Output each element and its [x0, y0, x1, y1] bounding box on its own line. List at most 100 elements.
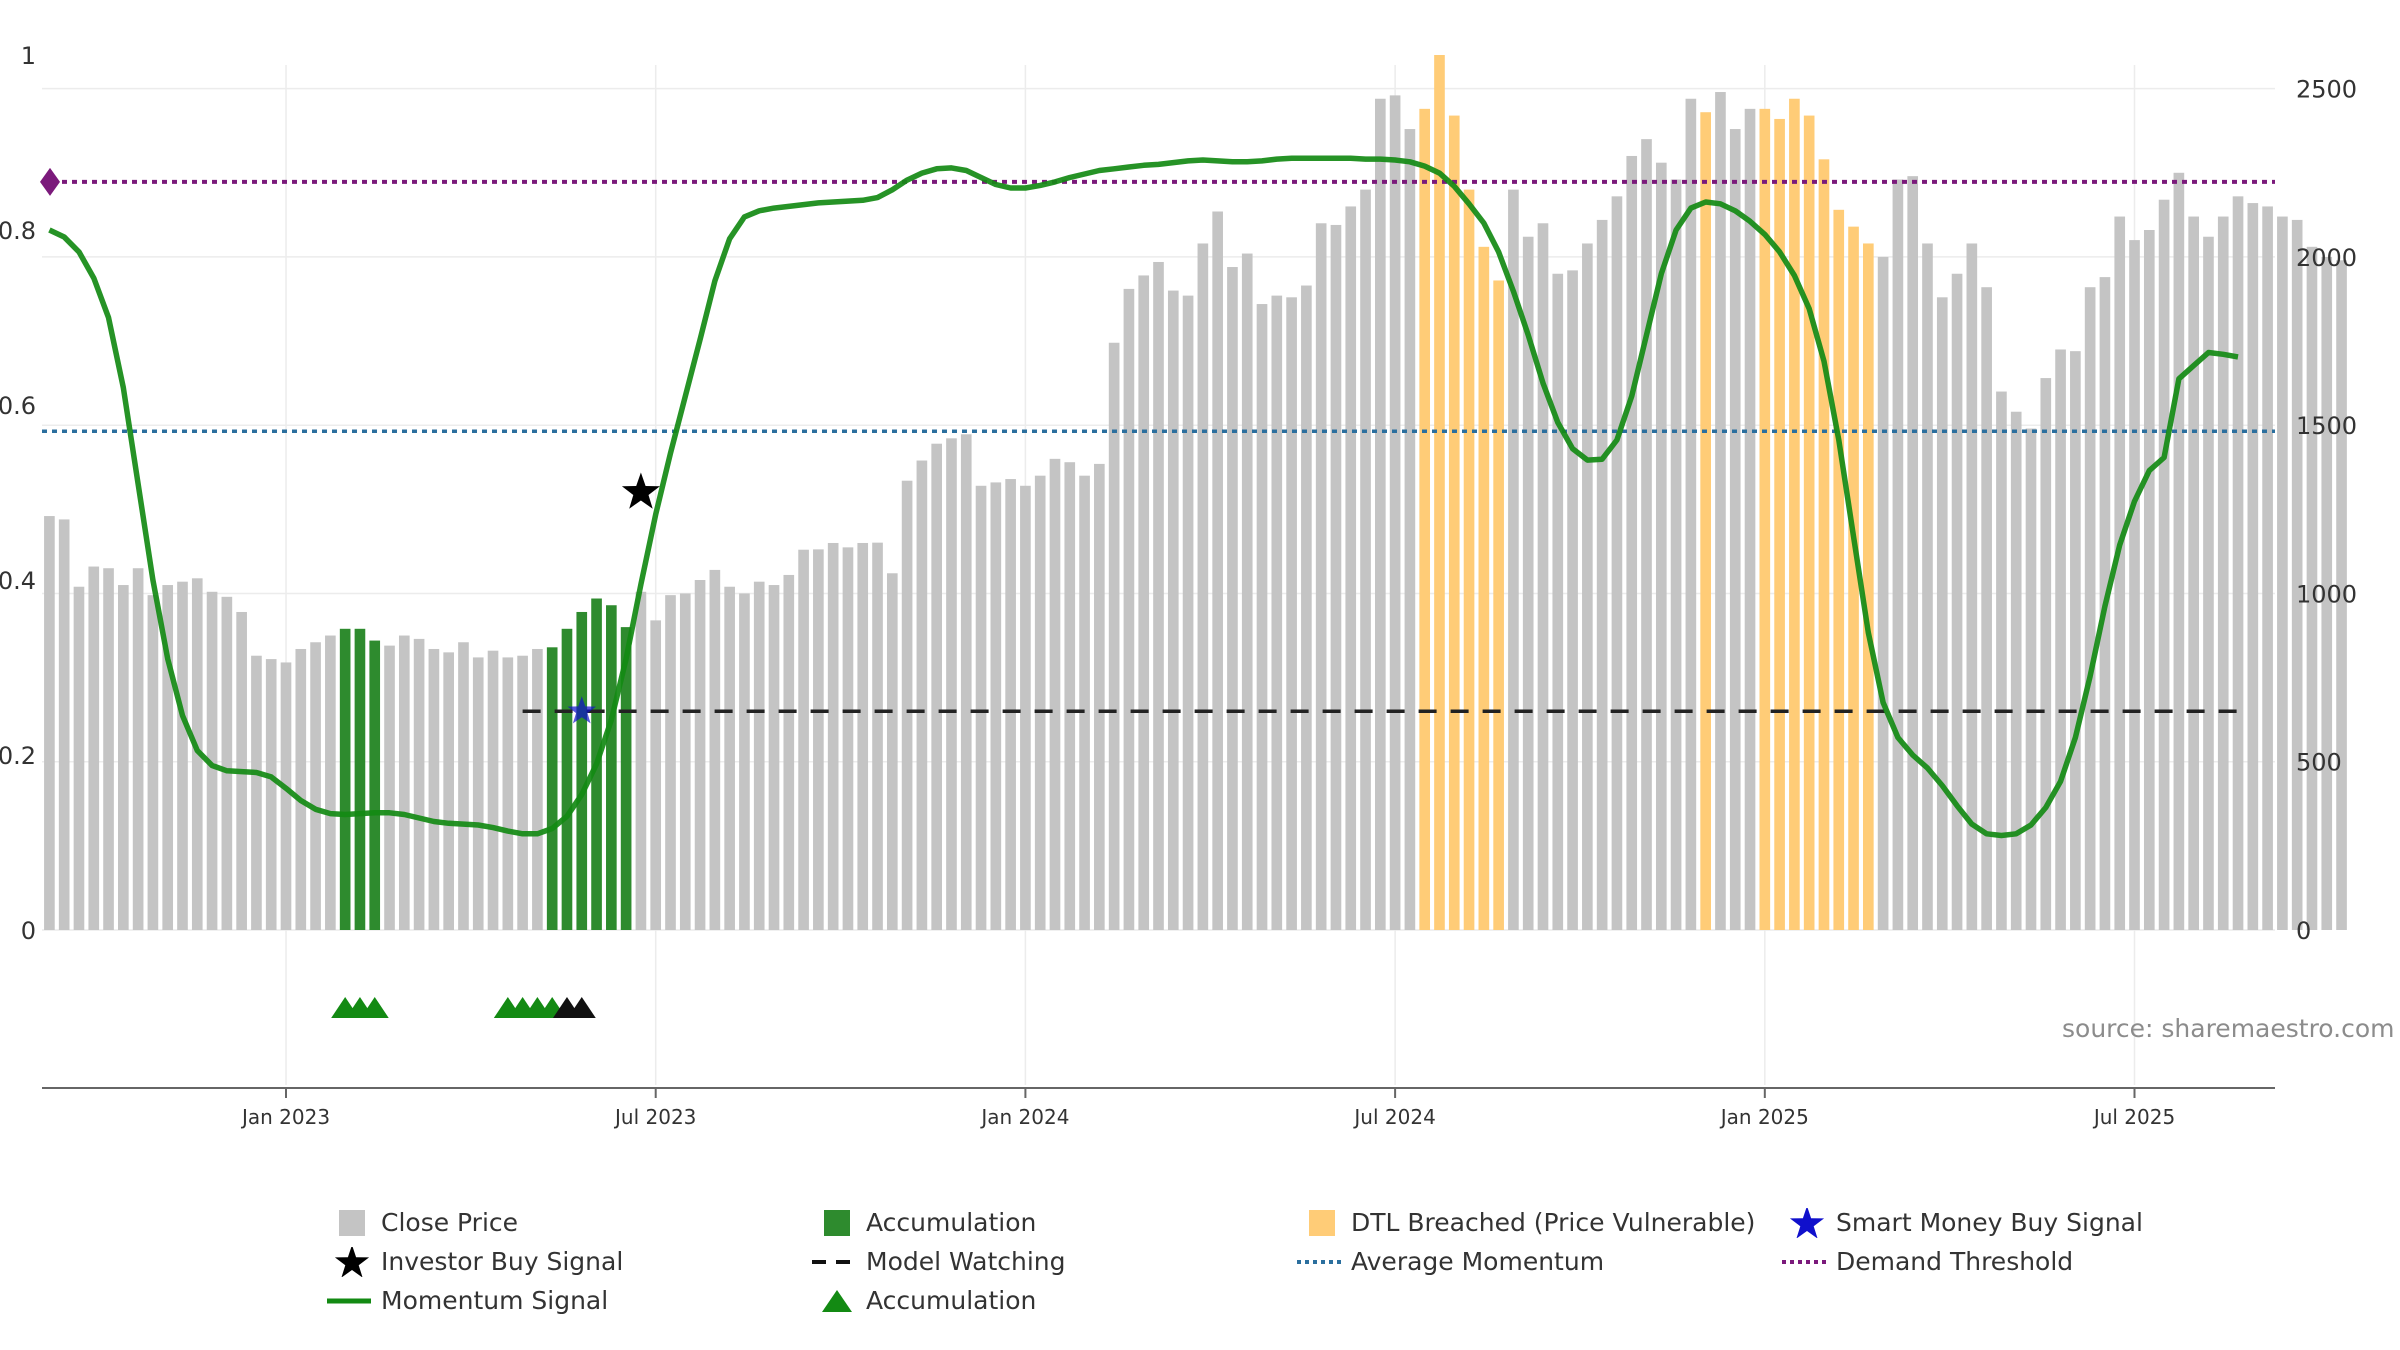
close-price-bar — [768, 585, 780, 930]
left-tick-label: 0.2 — [0, 742, 36, 770]
close-price-bar — [1374, 98, 1386, 930]
close-price-bar — [724, 586, 735, 930]
accumulation-bar — [339, 628, 351, 930]
close-price-bar — [132, 568, 144, 930]
right-tick-label: 1000 — [2296, 580, 2357, 608]
accumulation-triangle — [360, 997, 389, 1018]
close-price-bar — [2247, 203, 2259, 931]
close-price-bar — [103, 568, 114, 930]
signal-markers — [40, 167, 660, 1018]
close-price-bar — [1049, 458, 1061, 930]
close-price-bar — [177, 581, 188, 930]
close-price-bar — [783, 574, 795, 930]
close-price-bar — [413, 638, 425, 930]
close-price-bar — [1641, 139, 1652, 930]
close-price-bar — [295, 648, 307, 930]
close-price-bar — [2070, 351, 2081, 931]
close-price-bar — [1729, 129, 1741, 931]
close-price-bar — [73, 586, 85, 930]
accumulation-bar — [620, 627, 632, 930]
close-price-bar — [1286, 297, 1297, 930]
close-price-bar — [1064, 462, 1076, 930]
close-price-bar — [975, 485, 987, 930]
close-price-bar — [1951, 273, 1963, 930]
close-price-bar — [2232, 196, 2244, 930]
source-label: source: sharemaestro.com — [2062, 1014, 2395, 1043]
accumulation-bar — [606, 605, 617, 930]
close-price-bar — [990, 482, 1002, 930]
left-tick-label: 1 — [21, 42, 36, 70]
close-price-bar — [1345, 206, 1357, 930]
x-tick-label: Jan 2024 — [979, 1105, 1069, 1129]
close-price-bar — [428, 648, 440, 930]
close-price-bar — [1153, 261, 1164, 930]
close-price-bar — [1389, 95, 1401, 930]
close-price-bar — [1315, 223, 1327, 930]
right-tick-label: 0 — [2296, 917, 2311, 945]
close-price-bar — [2055, 349, 2066, 930]
close-price-bar — [325, 635, 336, 930]
right-tick-label: 2500 — [2296, 76, 2357, 104]
dtl-bar — [1833, 209, 1845, 931]
close-price-bar — [813, 549, 824, 930]
close-price-bar — [798, 549, 809, 930]
close-price-bar — [88, 566, 100, 930]
close-price-bar — [1182, 295, 1194, 930]
close-price-bar — [1034, 475, 1046, 930]
close-price-bar — [1877, 256, 1889, 930]
close-price-bar — [2336, 260, 2347, 930]
close-price-bar — [1256, 304, 1268, 930]
close-price-bar — [147, 595, 159, 930]
close-price-bar — [842, 547, 854, 930]
close-price-bar — [398, 635, 410, 930]
close-price-bar — [1197, 243, 1209, 930]
close-price-bar — [1611, 196, 1623, 930]
close-price-bar — [1227, 267, 1238, 930]
close-price-bar — [886, 573, 898, 930]
right-tick-label: 2000 — [2296, 244, 2357, 272]
close-price-bar — [532, 648, 543, 930]
x-tick-label: Jul 2023 — [613, 1105, 696, 1129]
close-price-bar — [857, 542, 869, 930]
close-price-bar — [1626, 155, 1638, 930]
price-bars — [44, 55, 2347, 931]
close-price-bar — [1685, 98, 1697, 930]
dtl-bar — [1448, 115, 1460, 931]
close-price-bar — [650, 620, 662, 930]
dtl-bar — [1700, 112, 1711, 930]
close-price-bar — [1079, 475, 1090, 930]
close-price-bar — [1907, 176, 1919, 931]
close-price-bar — [1508, 189, 1519, 931]
close-price-bar — [1537, 223, 1549, 930]
x-tick-label: Jan 2023 — [240, 1105, 330, 1129]
accumulation-bar — [369, 640, 381, 930]
close-price-bar — [2114, 216, 2126, 931]
close-price-bar — [118, 585, 129, 930]
close-price-bar — [1966, 243, 1978, 930]
close-price-bar — [2217, 216, 2229, 931]
close-price-bar — [1892, 179, 1904, 930]
investor-triangle — [567, 997, 596, 1018]
close-price-bar — [916, 460, 928, 930]
close-price-bar — [1167, 290, 1179, 931]
close-price-bar — [1212, 211, 1223, 931]
close-price-bar — [960, 434, 972, 930]
close-price-bar — [1981, 287, 1992, 930]
accumulation-bar — [576, 611, 588, 930]
left-tick-label: 0.6 — [0, 392, 36, 420]
close-price-bar — [1404, 129, 1416, 931]
close-price-bar — [2306, 246, 2318, 931]
close-price-bar — [665, 595, 676, 930]
close-price-bar — [2143, 230, 2155, 930]
close-price-bar — [827, 542, 839, 930]
close-price-bar — [1522, 236, 1534, 930]
close-price-bar — [1744, 108, 1756, 931]
dtl-bar — [1803, 115, 1815, 931]
close-price-bar — [2025, 428, 2037, 930]
close-price-bar — [1922, 243, 1933, 930]
close-price-bar — [1241, 253, 1253, 931]
signal-lines — [42, 155, 2275, 839]
right-tick-label: 500 — [2296, 749, 2342, 777]
left-tick-label: 0 — [21, 917, 36, 945]
close-price-bar — [1005, 479, 1016, 930]
